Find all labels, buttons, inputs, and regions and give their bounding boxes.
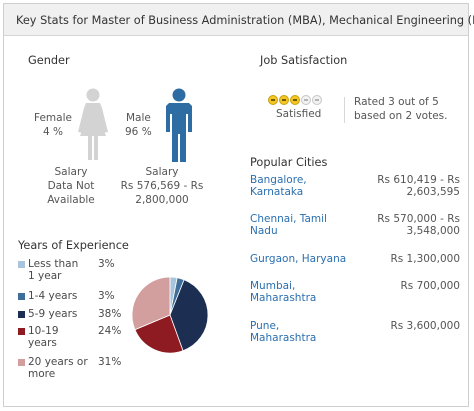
female-salary-line2: Available bbox=[47, 194, 95, 206]
satisfaction-divider bbox=[344, 97, 345, 123]
satisfaction-rated-line2: based on 2 votes. bbox=[354, 110, 448, 122]
city-salary-mumbai: Rs 700,000 bbox=[400, 280, 460, 292]
male-figure-icon bbox=[166, 88, 192, 162]
gender-heading: Gender bbox=[28, 54, 70, 67]
legend-swatch bbox=[18, 293, 25, 300]
city-link-pune[interactable]: Pune, Maharashtra bbox=[250, 320, 317, 344]
legend-swatch bbox=[18, 261, 25, 268]
experience-heading: Years of Experience bbox=[18, 239, 129, 252]
key-stats-card: Key Stats for Master of Business Adminis… bbox=[3, 3, 474, 407]
pie-slice-20-years-or-more bbox=[131, 276, 171, 331]
legend-swatch bbox=[18, 311, 25, 318]
female-percent: 4 % bbox=[43, 126, 63, 138]
city-link-gurgaon[interactable]: Gurgaon, Haryana bbox=[250, 253, 347, 265]
city-salary-chennai: Rs 570,000 - Rs 3,548,000 bbox=[377, 213, 460, 237]
popular-cities-heading: Popular Cities bbox=[250, 156, 328, 169]
card-title: Key Stats for Master of Business Adminis… bbox=[4, 4, 474, 36]
pie-slice-5-9-years bbox=[169, 279, 209, 352]
legend-swatch bbox=[18, 328, 25, 335]
male-salary-line1: Rs 576,569 - Rs bbox=[120, 180, 204, 192]
city-salary-bangalore: Rs 610,419 - Rs 2,603,595 bbox=[377, 174, 460, 198]
pie-slice-10-19-years bbox=[134, 314, 184, 354]
city-link-mumbai[interactable]: Mumbai, Maharashtra bbox=[250, 280, 317, 304]
male-salary-label: Salary bbox=[145, 166, 179, 178]
city-link-bangalore[interactable]: Bangalore, Karnataka bbox=[250, 174, 307, 198]
job-satisfaction-heading: Job Satisfaction bbox=[260, 54, 348, 67]
smiley-filled-icon bbox=[290, 95, 300, 105]
city-salary-pune: Rs 3,600,000 bbox=[390, 320, 460, 332]
male-label: Male bbox=[126, 112, 151, 124]
legend-swatch bbox=[18, 359, 25, 366]
male-salary-line2: 2,800,000 bbox=[135, 194, 189, 206]
smiley-empty-icon bbox=[301, 95, 311, 105]
city-salary-gurgaon: Rs 1,300,000 bbox=[390, 253, 460, 265]
experience-pie-chart bbox=[131, 276, 209, 354]
smiley-filled-icon bbox=[268, 95, 278, 105]
smiley-empty-icon bbox=[312, 95, 322, 105]
satisfaction-label: Satisfied bbox=[276, 108, 322, 120]
male-percent: 96 % bbox=[125, 126, 152, 138]
female-salary-label: Salary bbox=[54, 166, 88, 178]
female-salary-line1: Data Not bbox=[47, 180, 95, 192]
satisfaction-rated-line1: Rated 3 out of 5 bbox=[354, 96, 439, 108]
female-figure-icon bbox=[78, 88, 108, 160]
smiley-filled-icon bbox=[279, 95, 289, 105]
female-label: Female bbox=[34, 112, 72, 124]
city-link-chennai[interactable]: Chennai, Tamil Nadu bbox=[250, 213, 327, 237]
satisfaction-rating-faces bbox=[268, 94, 323, 106]
